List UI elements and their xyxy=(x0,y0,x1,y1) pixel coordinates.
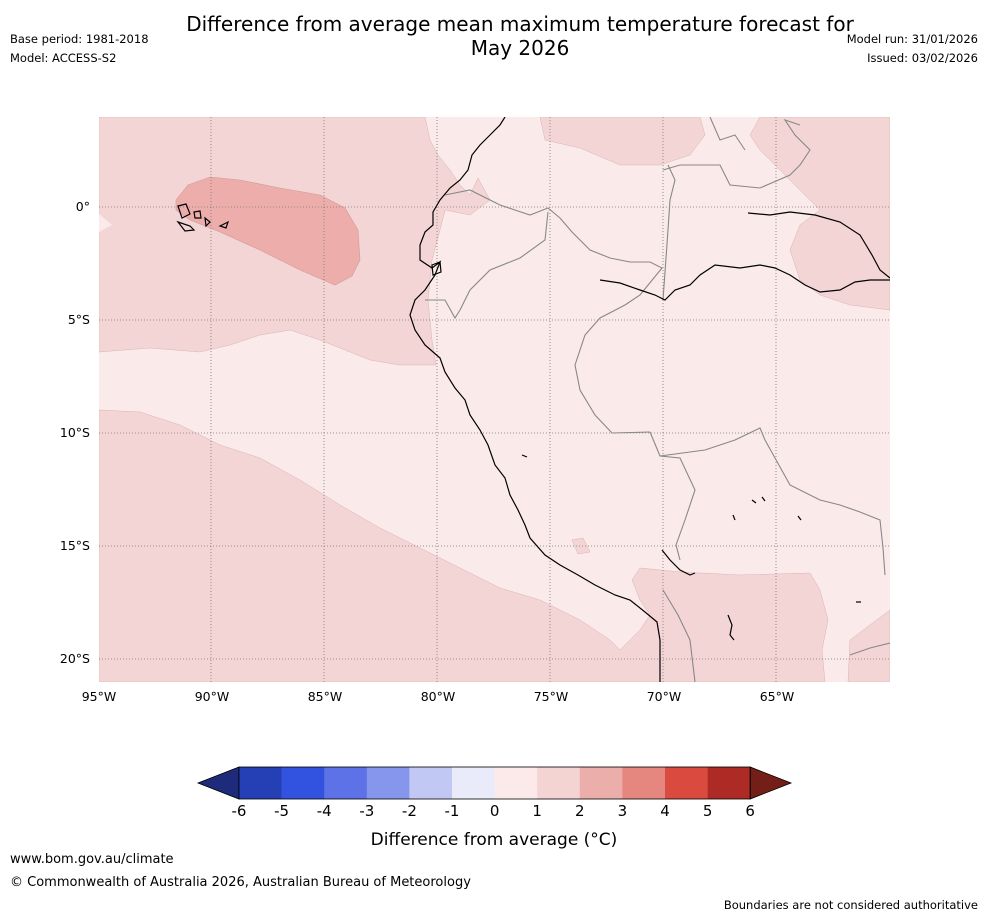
anomaly-1-2-small-patch xyxy=(571,537,591,555)
colorbar-segment xyxy=(324,767,368,799)
base-period-text: Base period: 1981-2018 xyxy=(10,32,149,46)
issued-text: Issued: 03/02/2026 xyxy=(867,51,978,65)
colorbar-tick-label: 5 xyxy=(703,802,713,820)
footer-url[interactable]: www.bom.gov.au/climate xyxy=(10,852,174,867)
title-line-2: May 2026 xyxy=(470,36,570,60)
meta-left: Base period: 1981-2018 Model: ACCESS-S2 xyxy=(10,30,149,68)
lon-label-95w: 95°W xyxy=(82,689,117,704)
meta-right: Model run: 31/01/2026 Issued: 03/02/2026 xyxy=(847,30,978,68)
colorbar-extend-high xyxy=(749,766,793,800)
colorbar-tick-label: 2 xyxy=(575,802,585,820)
colorbar-tick-label: -6 xyxy=(232,802,247,820)
colorbar-tick-label: -1 xyxy=(445,802,460,820)
colorbar-segment xyxy=(239,767,282,799)
lon-label-85w: 85°W xyxy=(308,689,343,704)
map-area xyxy=(99,117,890,682)
graticule xyxy=(99,117,890,682)
country-borders xyxy=(425,117,890,682)
colorbar-segment xyxy=(537,767,581,799)
colorbar-tick-label: -4 xyxy=(317,802,332,820)
lat-label-5s: 5°S xyxy=(68,312,90,327)
colorbar-segment xyxy=(494,767,538,799)
colorbar-tick-label: -3 xyxy=(359,802,374,820)
colorbar-segment xyxy=(579,767,623,799)
chart-title: Difference from average mean maximum tem… xyxy=(0,12,988,60)
coastline xyxy=(176,117,890,682)
colorbar-segment xyxy=(622,767,666,799)
colorbar-segment xyxy=(707,767,751,799)
lon-label-80w: 80°W xyxy=(421,689,456,704)
anomaly-1-2-east xyxy=(749,117,890,311)
anomaly-1-2-northeast xyxy=(539,117,706,166)
colorbar-segment xyxy=(281,767,325,799)
colorbar xyxy=(196,766,793,800)
colorbar-tick-label: -5 xyxy=(274,802,289,820)
title-line-1: Difference from average mean maximum tem… xyxy=(186,12,854,36)
colorbar-tick-label: 1 xyxy=(532,802,542,820)
colorbar-label: Difference from average (°C) xyxy=(371,830,618,850)
footer-disclaimer: Boundaries are not considered authoritat… xyxy=(723,898,978,912)
colorbar-segment xyxy=(366,767,410,799)
colorbar-tick-label: 4 xyxy=(660,802,670,820)
colorbar-tick-label: -2 xyxy=(402,802,417,820)
colorbar-segment xyxy=(665,767,708,799)
colorbar-ticks: -6 -5 -4 -3 -2 -1 0 1 2 3 4 5 6 xyxy=(232,802,755,820)
lon-label-75w: 75°W xyxy=(534,689,569,704)
lon-label-90w: 90°W xyxy=(195,689,230,704)
colorbar-extend-low xyxy=(196,766,240,800)
lat-label-20s: 20°S xyxy=(60,651,90,666)
footer-copyright: © Commonwealth of Australia 2026, Austra… xyxy=(10,875,471,890)
lat-label-0: 0° xyxy=(76,199,90,214)
model-run-text: Model run: 31/01/2026 xyxy=(846,32,978,46)
lat-label-15s: 15°S xyxy=(60,538,90,553)
anomaly-1-2-west-patch xyxy=(99,214,112,232)
anomaly-1-2-south-ocean xyxy=(99,409,829,682)
model-text: Model: ACCESS-S2 xyxy=(10,51,117,65)
lat-label-10s: 10°S xyxy=(60,425,90,440)
colorbar-tick-label: 3 xyxy=(618,802,628,820)
anomaly-1-2-southeast xyxy=(847,609,890,682)
anomaly-2-3-region xyxy=(175,176,361,286)
colorbar-segment xyxy=(409,767,453,799)
colorbar-tick-label: 0 xyxy=(490,802,500,820)
colorbar-segment xyxy=(452,767,495,799)
colorbar-tick-label: 6 xyxy=(745,802,755,820)
colorbar-outline xyxy=(238,766,751,800)
lon-label-70w: 70°W xyxy=(647,689,682,704)
lon-label-65w: 65°W xyxy=(760,689,795,704)
